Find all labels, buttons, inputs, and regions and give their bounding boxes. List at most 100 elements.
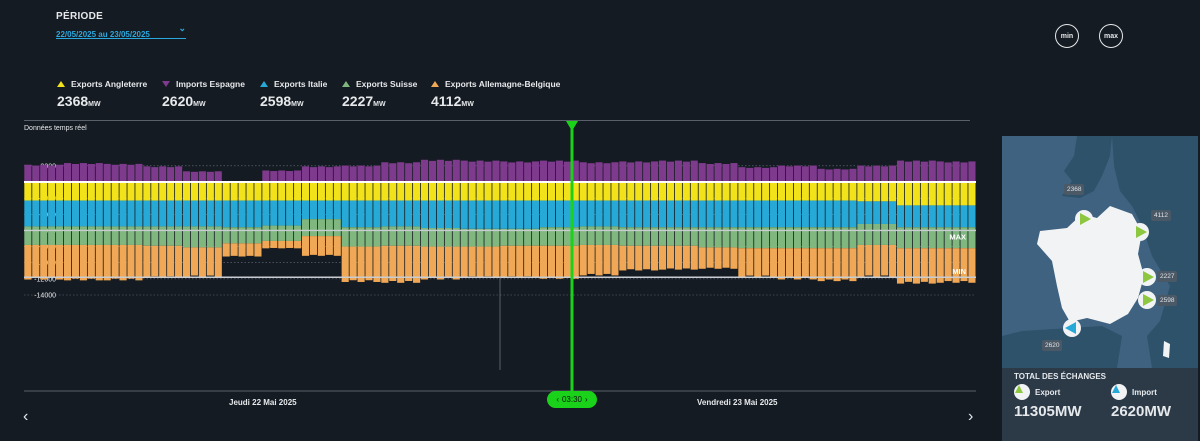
bar-exports-angleterre: [651, 182, 659, 201]
bar-exports-suisse: [793, 227, 801, 249]
bar-exports-angleterre: [579, 182, 587, 201]
bar-imports-espagne: [341, 165, 349, 182]
bar-exports-italie: [175, 200, 183, 227]
bar-exports-allemagne-belgique: [262, 240, 270, 249]
bar-exports-allemagne-belgique: [294, 240, 302, 249]
bar-imports-espagne: [635, 161, 643, 182]
bar-imports-espagne: [127, 164, 135, 182]
legend-label: Exports Suisse: [356, 79, 418, 89]
legend-label: Exports Allemagne-Belgique: [445, 79, 561, 89]
bar-exports-suisse: [809, 227, 817, 249]
min-button[interactable]: min: [1055, 24, 1079, 48]
bar-exports-suisse: [881, 223, 889, 245]
bar-exports-italie: [785, 200, 794, 228]
bar-exports-suisse: [928, 227, 936, 249]
bar-exports-suisse: [198, 226, 206, 248]
bar-exports-suisse: [135, 226, 143, 245]
bar-exports-suisse: [389, 226, 397, 246]
bar-exports-allemagne-belgique: [365, 246, 373, 281]
bar-imports-espagne: [151, 167, 159, 182]
bar-exports-suisse: [635, 227, 643, 246]
bar-exports-angleterre: [405, 182, 413, 201]
bar-exports-italie: [651, 200, 659, 228]
bar-exports-suisse: [190, 226, 199, 248]
bar-exports-suisse: [539, 227, 548, 246]
bar-exports-angleterre: [698, 182, 706, 201]
bar-imports-espagne: [524, 162, 532, 182]
bar-imports-espagne: [436, 159, 444, 182]
bar-exports-allemagne-belgique: [397, 245, 405, 283]
bar-exports-suisse: [151, 226, 159, 246]
bar-exports-italie: [619, 200, 627, 228]
bar-imports-espagne: [452, 159, 460, 182]
bar-imports-espagne: [674, 160, 682, 182]
bar-exports-allemagne-belgique: [635, 245, 643, 271]
bar-exports-italie: [849, 200, 857, 228]
bar-exports-suisse: [63, 226, 72, 245]
bar-exports-angleterre: [571, 182, 579, 201]
legend-item-italie[interactable]: Exports Italie 2598MW: [260, 79, 327, 109]
bar-exports-italie: [524, 200, 532, 229]
bar-exports-allemagne-belgique: [524, 245, 532, 277]
bar-exports-angleterre: [254, 182, 262, 201]
bar-exports-allemagne-belgique: [175, 245, 183, 278]
bar-exports-italie: [135, 200, 143, 227]
bar-exports-angleterre: [532, 182, 540, 201]
bar-exports-suisse: [230, 227, 238, 244]
bar-exports-angleterre: [904, 182, 913, 206]
bar-imports-espagne: [381, 162, 389, 182]
bar-imports-espagne: [405, 163, 413, 182]
legend-value: 2598: [260, 93, 292, 109]
bar-exports-suisse: [563, 227, 571, 246]
bar-exports-italie: [309, 200, 318, 220]
y-tick-label: -14000: [34, 293, 56, 300]
bar-exports-allemagne-belgique: [595, 244, 603, 276]
bar-exports-allemagne-belgique: [532, 245, 540, 278]
bar-exports-angleterre: [777, 182, 786, 201]
bar-imports-espagne: [333, 166, 341, 182]
bar-exports-suisse: [381, 226, 389, 246]
next-arrow-icon[interactable]: ›: [968, 408, 974, 425]
legend-item-angleterre[interactable]: Exports Angleterre 2368MW: [57, 79, 147, 109]
legend-unit: MW: [461, 101, 474, 108]
bar-exports-allemagne-belgique: [714, 247, 722, 269]
arrow-de-icon: [1136, 226, 1147, 238]
bar-exports-suisse: [103, 226, 111, 245]
bar-imports-espagne: [103, 163, 111, 182]
bar-exports-allemagne-belgique: [563, 245, 571, 278]
bar-exports-suisse: [397, 226, 405, 246]
bar-exports-angleterre: [833, 182, 841, 201]
bar-exports-angleterre: [127, 182, 135, 201]
bar-exports-suisse: [738, 227, 746, 249]
bar-exports-angleterre: [214, 182, 222, 201]
bar-exports-angleterre: [746, 182, 754, 201]
bar-exports-allemagne-belgique: [777, 248, 786, 280]
bar-imports-espagne: [563, 161, 571, 182]
bar-exports-allemagne-belgique: [841, 248, 849, 280]
bar-exports-italie: [56, 200, 64, 227]
legend-item-espagne[interactable]: Imports Espagne 2620MW: [162, 79, 245, 109]
bar-imports-espagne: [325, 167, 333, 182]
bar-exports-angleterre: [317, 182, 325, 201]
periode-select[interactable]: 22/05/2025 au 23/05/2025 ⌄: [56, 23, 186, 39]
bar-exports-suisse: [24, 226, 32, 245]
bar-exports-allemagne-belgique: [373, 246, 381, 282]
legend-item-suisse[interactable]: Exports Suisse 2227MW: [342, 79, 417, 109]
bar-exports-allemagne-belgique: [182, 247, 191, 278]
bar-exports-angleterre: [476, 182, 484, 201]
bar-exports-italie: [643, 200, 651, 228]
time-cursor-handle[interactable]: ‹ 03:30 ›: [547, 391, 597, 408]
bar-exports-angleterre: [849, 182, 857, 201]
exchange-chart[interactable]: 20000-2000-4000-6000-8000-10000-12000-14…: [0, 120, 990, 400]
prev-arrow-icon[interactable]: ‹: [23, 408, 29, 425]
legend-item-allemagne-belgique[interactable]: Exports Allemagne-Belgique 4112MW: [431, 79, 560, 109]
bar-exports-allemagne-belgique: [619, 245, 627, 271]
bar-exports-italie: [841, 200, 849, 228]
bar-imports-espagne: [912, 160, 920, 182]
france-shape: [1037, 206, 1144, 324]
bar-imports-espagne: [309, 167, 318, 182]
bar-exports-suisse: [95, 226, 103, 245]
max-button[interactable]: max: [1099, 24, 1123, 48]
import-total: Import 2620MW: [1111, 384, 1171, 420]
bar-exports-italie: [873, 201, 881, 224]
